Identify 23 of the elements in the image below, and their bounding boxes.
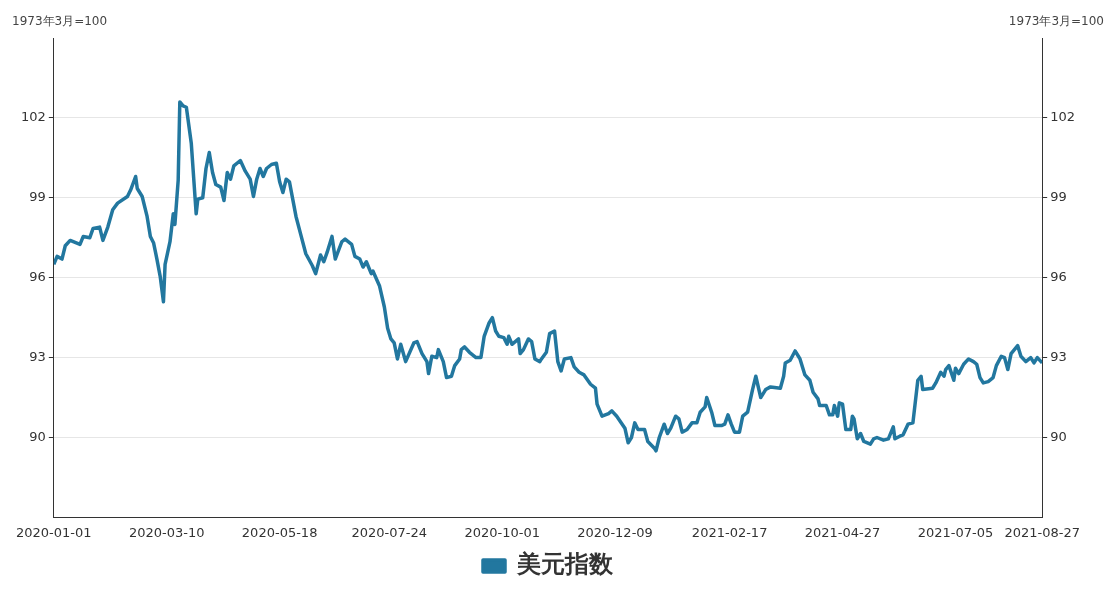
- x-tick-label: 2020-01-01: [16, 524, 92, 540]
- x-tick-label: 2020-05-18: [241, 524, 318, 540]
- x-tick-label: 2021-02-17: [691, 524, 768, 540]
- y-tick-label: 93: [29, 348, 46, 364]
- x-tick-label: 2020-07-24: [351, 524, 428, 540]
- y2-tick-label: 102: [1050, 109, 1076, 125]
- y2-tick-label: 99: [1050, 189, 1067, 205]
- y-tick-label: 102: [20, 109, 46, 125]
- y2-tick-label: 90: [1050, 428, 1067, 444]
- x-tick-label: 2020-12-09: [577, 524, 653, 540]
- y-tick-label: 99: [29, 189, 46, 205]
- y-axis-title: 1973年3月=100: [12, 14, 108, 29]
- legend-label: 美元指数: [516, 550, 614, 579]
- x-tick-label: 2021-04-27: [804, 524, 881, 540]
- y2-axis-title: 1973年3月=100: [1008, 14, 1104, 29]
- x-tick-label: 2020-03-10: [128, 524, 205, 540]
- y-tick-label: 90: [29, 428, 46, 444]
- y-tick-label: 96: [29, 269, 46, 285]
- x-tick-label: 2020-10-01: [464, 524, 540, 540]
- x-tick-label: 2021-08-27: [1004, 524, 1080, 540]
- y2-tick-label: 93: [1050, 348, 1067, 364]
- x-tick-label: 2021-07-05: [917, 524, 994, 540]
- y2-tick-label: 96: [1050, 269, 1067, 285]
